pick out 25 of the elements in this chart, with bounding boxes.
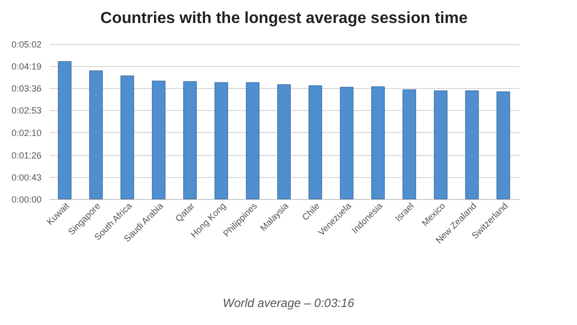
y-tick-label: 0:02:53	[11, 106, 42, 116]
bar	[58, 61, 72, 200]
bar	[277, 84, 291, 200]
y-tick-label: 0:00:43	[11, 172, 42, 182]
bar	[371, 86, 385, 200]
chart-title: Countries with the longest average session time	[100, 10, 468, 27]
bar	[246, 82, 260, 200]
bar	[214, 82, 228, 200]
bar	[152, 80, 166, 200]
y-tick-label: 0:03:36	[11, 84, 42, 94]
bar	[340, 86, 354, 200]
bar	[120, 76, 134, 200]
bar	[434, 90, 448, 200]
bar	[183, 81, 197, 200]
y-tick-label: 0:00:00	[11, 194, 42, 204]
bar	[402, 89, 416, 200]
y-tick-label: 0:04:19	[11, 62, 42, 72]
bar	[465, 90, 479, 200]
bar	[308, 85, 322, 200]
y-tick-label: 0:01:26	[11, 150, 42, 160]
y-tick-label: 0:02:10	[11, 128, 42, 138]
y-tick-label: 0:05:02	[11, 40, 42, 50]
bar	[89, 70, 103, 200]
bar	[496, 91, 510, 200]
text: World average – 0:03:16	[222, 296, 356, 310]
